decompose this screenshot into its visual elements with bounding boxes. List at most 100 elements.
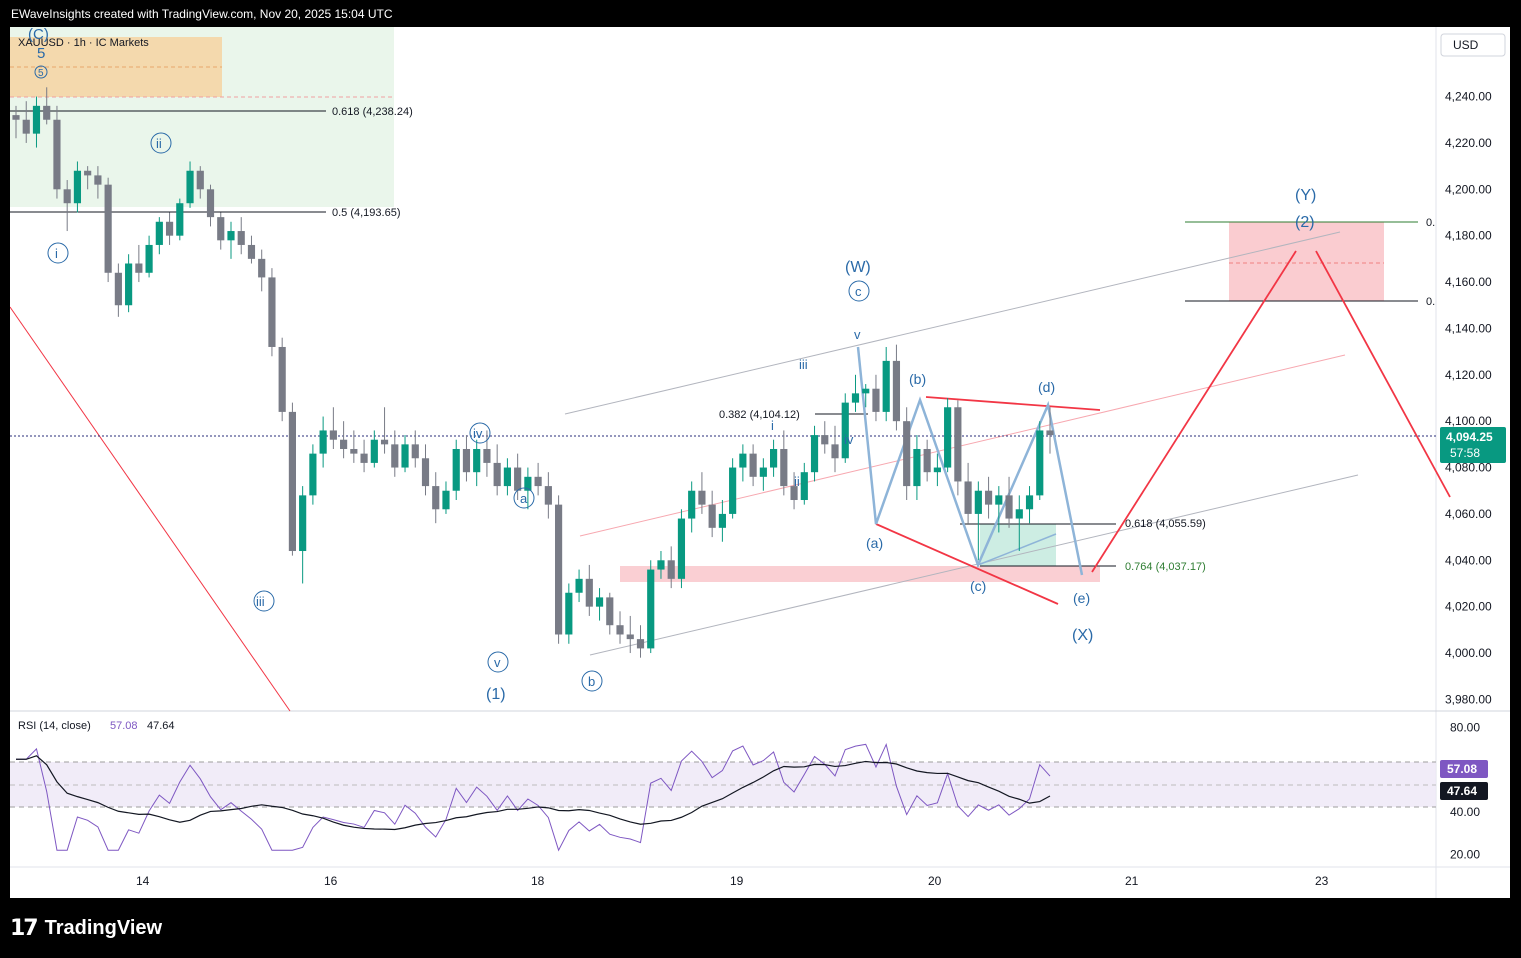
wave-label-pa: (a): [866, 535, 883, 551]
symbol-legend: XAUUSD · 1h · IC Markets: [18, 37, 149, 49]
tradingview-brand: TradingView: [44, 916, 163, 939]
candle-body: [954, 407, 962, 482]
wave-labels: (C) 5 5 ii i iii iv v (1) a b (W): [28, 27, 1316, 703]
candle-body: [626, 634, 634, 640]
candle-body: [595, 597, 604, 607]
price-chart[interactable]: 0.618 (4,238.24) 0.5 (4,193.65) 0.382 (4…: [10, 27, 1510, 898]
candle-body: [790, 486, 798, 501]
candle-body: [698, 490, 706, 505]
rsi-ma-value: 47.64: [147, 720, 175, 732]
candle-body: [135, 263, 143, 273]
candle-body: [1005, 495, 1013, 519]
price-axis-label: 3,980.00: [1445, 692, 1492, 706]
candle-body: [421, 458, 430, 487]
price-axis-label: 4,120.00: [1445, 368, 1492, 382]
currency-button[interactable]: [1440, 33, 1506, 57]
time-axis-label: 21: [1125, 874, 1139, 888]
candle-body: [514, 467, 522, 491]
candle-body: [575, 578, 583, 593]
rsi-ma-line: [16, 755, 1051, 831]
price-axis-label: 4,080.00: [1445, 461, 1492, 475]
candle-body: [432, 486, 440, 510]
wave-label-pb: (b): [909, 371, 926, 387]
price-axis-label: 4,220.00: [1445, 136, 1492, 150]
rsi-line: [16, 742, 1051, 852]
candle-body: [452, 448, 460, 491]
candle-body: [995, 495, 1003, 505]
candle-body: [340, 439, 348, 449]
candle-body: [299, 495, 307, 552]
candle-body: [708, 504, 716, 528]
price-axis[interactable]: 4,260.004,240.004,220.004,200.004,180.00…: [1445, 43, 1492, 706]
candle-body: [258, 258, 266, 278]
rsi-axis-label: 40.00: [1450, 805, 1480, 819]
candle-body: [677, 518, 686, 579]
rsi-pane[interactable]: RSI (14, close) 57.08 47.64 80.0060.0040…: [10, 720, 1488, 861]
candle-body: [636, 639, 645, 649]
candle-body: [862, 388, 870, 394]
fib-label-zone-bot: 0.: [1426, 296, 1435, 308]
trend-lines: [10, 110, 1451, 712]
time-axis-label: 23: [1315, 874, 1329, 888]
candle-body: [155, 221, 163, 245]
candle-body: [944, 407, 952, 468]
candle-body: [841, 402, 849, 459]
rsi-title: RSI (14, close): [18, 720, 91, 732]
price-axis-label: 4,180.00: [1445, 229, 1492, 243]
wave-label-sub-i: i: [771, 418, 774, 433]
price-axis-label: 4,100.00: [1445, 414, 1492, 428]
candle-body: [380, 439, 389, 445]
wave-label-pe: (e): [1073, 590, 1090, 606]
wave-label-C: (C): [28, 27, 49, 43]
candle-body: [73, 170, 82, 204]
price-axis-label: 4,020.00: [1445, 600, 1492, 614]
candle-body: [882, 360, 890, 412]
time-axis-label: 18: [531, 874, 545, 888]
candles-layer: [12, 87, 1054, 658]
price-axis-label: 4,200.00: [1445, 182, 1492, 196]
candle-body: [104, 184, 112, 273]
candle-body: [974, 490, 982, 514]
candle-body: [411, 444, 419, 459]
wave-label-X: (X): [1072, 627, 1093, 644]
candle-body: [165, 221, 174, 236]
wave-label-5-circled: 5: [38, 68, 44, 79]
rsi-value-badge: [1440, 760, 1488, 778]
candle-body: [718, 513, 726, 528]
candle-body: [810, 435, 819, 473]
candle-body: [647, 569, 655, 649]
candle-body: [585, 578, 593, 607]
candle-body: [370, 439, 378, 463]
rsi-value: 57.08: [110, 720, 138, 732]
candle-body: [196, 170, 204, 190]
candle-body: [237, 231, 245, 245]
candle-body: [206, 189, 215, 218]
candle-body: [892, 360, 901, 422]
candle-body: [473, 448, 481, 473]
chart-panel[interactable]: 0.618 (4,238.24) 0.5 (4,193.65) 0.382 (4…: [10, 27, 1510, 898]
candle-body: [903, 421, 911, 487]
zones-layer: [10, 27, 1384, 582]
target-box-red: [1229, 222, 1384, 301]
tradingview-logo: 17 TradingView: [10, 912, 162, 944]
candle-body: [288, 411, 296, 552]
candle-body: [32, 105, 41, 134]
candle-body: [1025, 495, 1034, 510]
candle-body: [1046, 430, 1054, 436]
candle-body: [759, 467, 767, 477]
current-price-badge: [1440, 427, 1506, 463]
candle-body: [831, 444, 839, 459]
wave-label-5: 5: [37, 45, 45, 62]
fib-label-618-top: 0.618 (4,238.24): [332, 106, 413, 118]
time-axis[interactable]: 14 16 18 19 20 21 23: [136, 874, 1329, 888]
candle-body: [1036, 430, 1044, 496]
candle-body: [186, 170, 194, 204]
rsi-ma-badge: [1440, 782, 1488, 800]
wave-label-pd: (d): [1038, 379, 1055, 395]
candle-body: [984, 490, 993, 505]
candle-body: [227, 231, 235, 241]
support-zone-red: [620, 566, 1100, 582]
fib-label-382: 0.382 (4,104.12): [719, 409, 800, 421]
fib-label-618-bot: 0.618 (4,055.59): [1125, 518, 1206, 530]
